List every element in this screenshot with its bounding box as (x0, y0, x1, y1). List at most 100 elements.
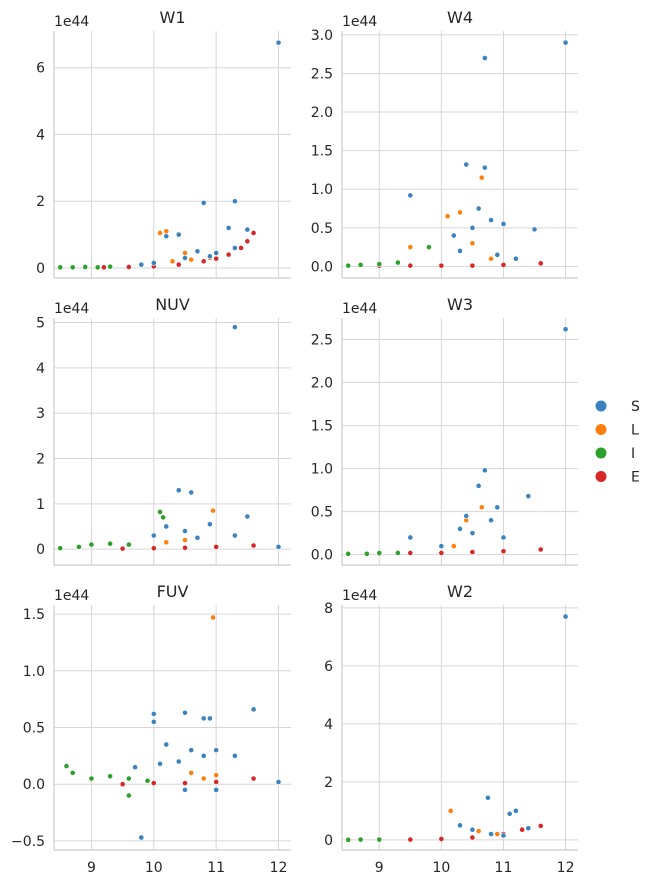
panel-w3: 0.0 0.5 1.0 1.5 2.0 2.5 1e44 W3 (311, 295, 578, 566)
point-i (69, 264, 76, 271)
point-s (450, 232, 457, 239)
point-i (357, 836, 364, 843)
legend-label-e: E (631, 470, 640, 486)
point-e (182, 780, 188, 786)
y-tick-label: 2.0 (311, 376, 333, 392)
point-s (512, 255, 519, 262)
point-s (531, 226, 538, 233)
point-i (363, 550, 370, 557)
point-i (63, 763, 70, 769)
legend-marker-s (595, 400, 607, 412)
point-e (200, 258, 207, 265)
y-tick-label: 3.0 (311, 28, 333, 44)
point-l (488, 255, 494, 262)
point-e (238, 245, 245, 251)
y-offset-text: 1e44 (54, 301, 89, 317)
y-tick-label: −0.5 (11, 834, 45, 850)
point-i (376, 550, 383, 556)
point-i (107, 540, 114, 547)
point-s (182, 528, 188, 534)
point-l (450, 543, 457, 549)
point-s (200, 752, 207, 759)
point-s (457, 248, 463, 254)
point-e (213, 255, 220, 262)
point-s (157, 760, 163, 767)
point-l (469, 240, 476, 247)
point-i (157, 509, 163, 515)
point-l (182, 250, 188, 256)
point-s (475, 205, 482, 212)
point-s (481, 164, 488, 171)
point-i (394, 550, 401, 556)
point-l (457, 209, 463, 216)
y-offset-text: 1e44 (342, 301, 377, 317)
point-l (494, 831, 501, 837)
y-tick-label: 6 (324, 659, 333, 675)
point-i (57, 545, 64, 552)
legend-marker-i (595, 447, 607, 459)
point-s (562, 326, 569, 333)
point-l (163, 228, 170, 235)
point-s (250, 706, 257, 713)
legend-label-i: I (631, 446, 635, 462)
point-l (163, 539, 170, 546)
point-l (407, 244, 414, 251)
point-i (160, 514, 167, 521)
point-s (525, 493, 532, 500)
point-e (182, 544, 188, 551)
point-s (163, 741, 170, 748)
point-i (125, 541, 132, 548)
legend-marker-l (595, 424, 607, 435)
point-s (138, 834, 145, 841)
x-tick-label: 11 (207, 860, 225, 876)
point-l (169, 258, 176, 265)
point-e (500, 548, 507, 555)
point-s (463, 513, 470, 519)
point-s (500, 534, 507, 541)
point-e (100, 264, 107, 271)
y-tick-label: 2.0 (311, 105, 333, 121)
point-s (506, 810, 513, 817)
point-s (163, 523, 170, 530)
point-e (438, 262, 445, 269)
x-tick-label: 10 (145, 860, 163, 876)
point-s (231, 752, 238, 759)
y-tick-label: 1.5 (311, 144, 333, 160)
point-s (194, 534, 201, 541)
y-offset-text: 1e44 (54, 14, 89, 30)
point-s (275, 39, 282, 46)
y-tick-label: 0 (36, 261, 45, 277)
point-s (182, 786, 188, 793)
point-s (150, 260, 157, 266)
point-s (244, 513, 251, 520)
point-l (478, 504, 485, 511)
point-l (444, 213, 451, 220)
y-tick-label: 0 (324, 833, 333, 849)
point-l (200, 775, 207, 782)
point-l (475, 828, 482, 835)
point-l (188, 256, 195, 263)
legend-label-s: S (631, 399, 640, 415)
legend-label-l: L (631, 423, 639, 439)
point-e (438, 836, 445, 842)
x-tick-label: 11 (495, 860, 513, 876)
point-i (88, 541, 95, 548)
point-s (213, 250, 220, 256)
x-tick-label: 12 (270, 860, 288, 876)
point-i (144, 777, 151, 784)
point-e (469, 549, 476, 555)
point-i (426, 244, 432, 251)
point-s (481, 467, 488, 474)
point-s (485, 794, 491, 801)
y-tick-label: 1.0 (311, 182, 333, 198)
point-e (519, 826, 526, 833)
point-e (213, 543, 220, 550)
point-s (200, 199, 207, 206)
point-s (469, 826, 476, 833)
point-s (163, 233, 170, 240)
point-i (107, 773, 114, 780)
point-s (475, 482, 482, 489)
point-s (275, 779, 282, 785)
y-tick-label: 3 (36, 406, 45, 422)
